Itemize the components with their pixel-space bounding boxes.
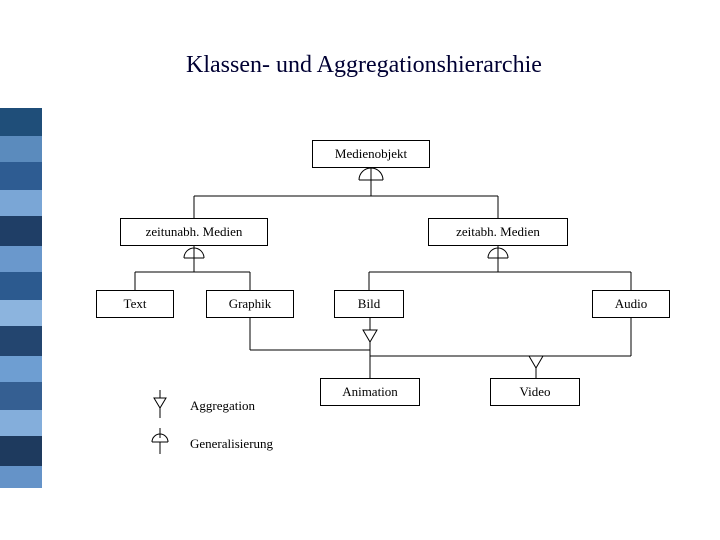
sidebar-stripe xyxy=(0,216,42,246)
node-label: Animation xyxy=(342,384,398,400)
node-bild: Bild xyxy=(334,290,404,318)
connectors-overlay xyxy=(0,0,720,540)
sidebar-stripe xyxy=(0,436,42,466)
node-label: Audio xyxy=(615,296,648,312)
sidebar-stripe xyxy=(0,246,42,272)
sidebar-stripe xyxy=(0,162,42,190)
node-animation: Animation xyxy=(320,378,420,406)
node-label: Video xyxy=(520,384,551,400)
node-zeitabh: zeitabh. Medien xyxy=(428,218,568,246)
node-label: Bild xyxy=(358,296,380,312)
node-label: Medienobjekt xyxy=(335,146,407,162)
node-audio: Audio xyxy=(592,290,670,318)
node-label: Graphik xyxy=(229,296,272,312)
node-video: Video xyxy=(490,378,580,406)
legend-generalisierung-label: Generalisierung xyxy=(190,436,273,452)
node-text: Text xyxy=(96,290,174,318)
sidebar-stripe xyxy=(0,272,42,300)
node-zeitunabh: zeitunabh. Medien xyxy=(120,218,268,246)
sidebar-stripe xyxy=(0,466,42,488)
node-label: zeitunabh. Medien xyxy=(146,224,243,240)
legend-aggregation-label: Aggregation xyxy=(190,398,255,414)
sidebar-stripe xyxy=(0,356,42,382)
sidebar-stripe xyxy=(0,300,42,326)
node-label: zeitabh. Medien xyxy=(456,224,540,240)
node-medienobjekt: Medienobjekt xyxy=(312,140,430,168)
sidebar-stripe xyxy=(0,108,42,136)
sidebar-stripe xyxy=(0,136,42,162)
sidebar-stripe xyxy=(0,190,42,216)
sidebar-stripe xyxy=(0,326,42,356)
node-graphik: Graphik xyxy=(206,290,294,318)
sidebar-stripe xyxy=(0,410,42,436)
node-label: Text xyxy=(124,296,147,312)
sidebar-stripe xyxy=(0,382,42,410)
page-title: Klassen- und Aggregationshierarchie xyxy=(186,52,542,79)
